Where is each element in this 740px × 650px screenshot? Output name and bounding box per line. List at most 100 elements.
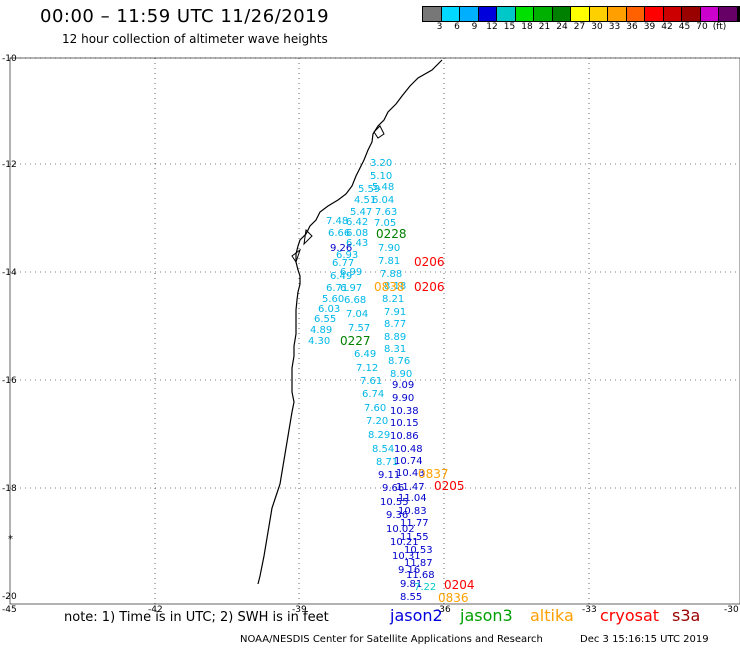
lat-label: -16	[2, 376, 17, 386]
pass-time-label: 0206	[414, 255, 445, 269]
swh-value: 5.47	[350, 207, 372, 218]
pass-time-label: 0227	[340, 334, 371, 348]
footer-note: note: 1) Time is in UTC; 2) SWH is in fe…	[64, 610, 329, 625]
swh-value: 3.20	[370, 158, 392, 169]
swh-value: 8.71	[376, 457, 398, 468]
swh-value: 5.10	[370, 171, 392, 182]
swh-value: 7.22	[414, 582, 436, 593]
swh-value: 10.38	[390, 406, 419, 417]
swh-value: 8.18	[384, 281, 406, 292]
swh-value: 5.48	[372, 182, 394, 193]
scale-swatch	[515, 6, 534, 22]
swh-value: 10.48	[394, 444, 423, 455]
swh-value: 6.71	[326, 283, 348, 294]
scale-swatch	[497, 6, 516, 22]
credit-timestamp: Dec 3 15:16:15 UTC 2019	[580, 634, 709, 645]
lat-label: -10	[2, 54, 17, 64]
pass-time-label: 0838	[374, 280, 405, 294]
pass-time-label: 0836	[438, 591, 469, 605]
swh-value: 10.15	[390, 418, 419, 429]
swh-value: 9.09	[392, 380, 414, 391]
longitude-labels: -45 -42 -39 -36 -33 -30	[2, 605, 739, 615]
swh-value: 10.83	[398, 506, 427, 517]
pass-time-label: 0206	[414, 280, 445, 294]
swh-value: 7.04	[346, 309, 368, 320]
swh-value: 11.77	[400, 518, 429, 529]
scale-label: 24	[556, 22, 568, 32]
swh-value: 10.86	[390, 431, 419, 442]
swh-value: 7.05	[374, 218, 396, 229]
scale-label: 36	[626, 22, 638, 32]
swh-value: 7.81	[378, 256, 400, 267]
scale-label: 70	[696, 22, 708, 32]
scale-swatch	[700, 6, 719, 22]
map-frame	[9, 57, 740, 605]
pass-time-labels: 0228 0227 0206 0206 0205 0204 0838 0837 0836	[340, 227, 475, 605]
swh-value: 9.16	[398, 565, 420, 576]
swh-value: 10.21	[390, 537, 419, 548]
swh-value: 9.26	[330, 243, 352, 254]
scale-label: 15	[503, 22, 516, 32]
swh-value: 6.66	[328, 228, 350, 239]
swh-value: 9.66	[382, 483, 404, 494]
scale-label: 18	[521, 22, 533, 32]
color-scale-bar	[422, 6, 740, 22]
scale-swatch	[645, 6, 664, 22]
swh-value: 6.93	[336, 250, 358, 261]
swh-value: 8.21	[382, 294, 404, 305]
swh-value: 6.43	[346, 238, 368, 249]
legend-item-jason2: jason2	[390, 606, 443, 625]
swh-value: 9.90	[392, 393, 414, 404]
lon-label: -45	[2, 605, 17, 615]
swh-value: 11.55	[400, 532, 429, 543]
swh-value: 6.42	[346, 217, 368, 228]
scale-label: 9	[471, 22, 478, 32]
cyan-swh-values: 3.20 5.10 5.595.48 4.516.045.47 7.63 7.486.42…	[308, 158, 412, 468]
swh-value: 11.04	[398, 493, 427, 504]
swh-value: 10.53	[404, 545, 433, 556]
credit-text: NOAA/NESDIS Center for Satellite Applica…	[240, 634, 543, 645]
map-subtitle: 12 hour collection of altimeter wave hei…	[62, 32, 328, 46]
swh-value: 8.89	[384, 332, 406, 343]
graticule	[10, 57, 740, 604]
swh-value: 9.36	[386, 510, 408, 521]
scale-swatch	[460, 6, 479, 22]
scale-swatch	[626, 6, 645, 22]
lat-label: -20	[2, 592, 17, 602]
color-scale-labels: 3 6 9 12 15 18 21 24 27 30 33 36 39 42 45 70 (ft)	[422, 22, 740, 34]
swh-value: 10.31	[392, 551, 421, 562]
scale-label: (ft)	[712, 22, 727, 32]
scale-swatch	[571, 6, 590, 22]
scale-swatch	[663, 6, 682, 22]
scale-swatch	[478, 6, 497, 22]
swh-value: 6.99	[340, 267, 362, 278]
scale-swatch	[608, 6, 627, 22]
latitude-labels: -10 -12 -14 -16 -18 -20	[2, 54, 17, 602]
swh-value: 6.97	[340, 283, 362, 294]
scale-label: 30	[591, 22, 603, 32]
lat-label: -12	[2, 160, 17, 170]
swh-value: 6.49	[330, 271, 352, 282]
lat-label: -14	[2, 268, 17, 278]
swh-value: 6.74	[362, 389, 384, 400]
swh-value: 11.87	[404, 558, 433, 569]
swh-value: 7.91	[384, 307, 406, 318]
swh-value: 11.68	[406, 570, 435, 581]
swh-value: 10.43	[396, 468, 425, 479]
swh-value: 6.08	[346, 228, 368, 239]
scale-label: 6	[454, 22, 460, 32]
pass-time-label: 0837	[418, 467, 449, 481]
swh-value: 7.88	[380, 269, 402, 280]
scale-swatch	[422, 6, 442, 22]
lon-label: -33	[582, 605, 597, 615]
lon-label: -42	[148, 605, 163, 615]
swh-value: 6.68	[344, 295, 366, 306]
swh-value: 6.04	[372, 195, 394, 206]
swh-value: 6.03	[318, 304, 340, 315]
scale-swatch	[737, 6, 740, 22]
scale-label: 21	[538, 22, 551, 32]
pass-time-label: 0205	[434, 479, 465, 493]
swh-value: 4.89	[310, 325, 332, 336]
